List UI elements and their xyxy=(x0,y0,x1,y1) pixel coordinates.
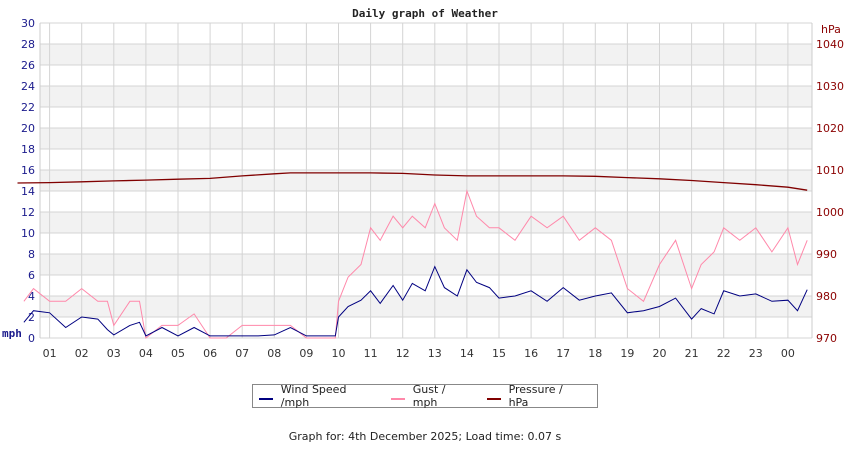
x-tick: 11 xyxy=(364,347,378,360)
y-tick-left: 4 xyxy=(28,290,35,303)
y-tick-right: 1020 xyxy=(816,122,844,135)
y-tick-left: 18 xyxy=(21,143,35,156)
grid-bands xyxy=(40,44,812,317)
gridlines xyxy=(40,22,812,339)
x-tick: 00 xyxy=(781,347,795,360)
y-tick-right: 990 xyxy=(816,248,837,261)
x-tick: 18 xyxy=(588,347,602,360)
legend-item-wind-speed[interactable]: Wind Speed /mph xyxy=(257,383,377,409)
x-tick: 20 xyxy=(653,347,667,360)
weather-chart: Daily graph of Weather 02468101214161820… xyxy=(2,7,844,360)
y-tick-left: 20 xyxy=(21,122,35,135)
x-tick: 03 xyxy=(107,347,121,360)
gust-series-line xyxy=(23,189,808,339)
y-axis-left-label: mph xyxy=(2,327,22,340)
x-tick: 09 xyxy=(299,347,313,360)
x-tick: 14 xyxy=(460,347,474,360)
grid-band xyxy=(40,86,812,107)
graph-footer: Graph for: 4th December 2025; Load time:… xyxy=(288,430,562,443)
y-tick-left: 12 xyxy=(21,206,35,219)
grid-band xyxy=(40,170,812,191)
wind-speed-swatch-icon xyxy=(259,398,273,400)
legend-item-pressure[interactable]: Pressure / hPa xyxy=(485,383,585,409)
grid-band xyxy=(40,296,812,317)
y-tick-left: 8 xyxy=(28,248,35,261)
y-tick-right: 1000 xyxy=(816,206,844,219)
y-axis-right-ticks: 970 980 990 1000 1010 1020 1030 1040 xyxy=(816,38,844,345)
x-tick: 19 xyxy=(620,347,634,360)
y-tick-left: 14 xyxy=(21,185,35,198)
x-axis-ticks: 01 02 03 04 05 06 07 08 09 10 11 12 13 14 15 16 17 18 19 20… xyxy=(43,347,795,360)
y-tick-right: 1040 xyxy=(816,38,844,51)
legend-item-gust[interactable]: Gust / mph xyxy=(389,383,473,409)
x-tick: 04 xyxy=(139,347,153,360)
x-tick: 12 xyxy=(396,347,410,360)
legend-label-gust: Gust / mph xyxy=(412,383,446,409)
y-tick-left: 30 xyxy=(21,17,35,30)
x-tick: 01 xyxy=(43,347,57,360)
y-tick-left: 10 xyxy=(21,227,35,240)
pressure-swatch-icon xyxy=(486,398,501,400)
gust-swatch-icon xyxy=(390,398,405,400)
legend-label-wind-speed: Wind Speed /mph xyxy=(280,383,347,409)
y-tick-left: 22 xyxy=(21,101,35,114)
y-tick-right: 1010 xyxy=(816,164,844,177)
y-tick-right: 970 xyxy=(816,332,837,345)
x-tick: 05 xyxy=(171,347,185,360)
y-tick-left: 28 xyxy=(21,38,35,51)
chart-title: Daily graph of Weather xyxy=(352,7,498,20)
wind-speed-series-line xyxy=(23,265,808,337)
y-tick-left: 6 xyxy=(28,269,35,282)
x-tick: 23 xyxy=(749,347,763,360)
grid-band xyxy=(40,44,812,65)
y-tick-left: 26 xyxy=(21,59,35,72)
grid-band xyxy=(40,212,812,233)
y-tick-left: 16 xyxy=(21,164,35,177)
x-tick: 08 xyxy=(267,347,281,360)
y-tick-right: 980 xyxy=(816,290,837,303)
x-tick: 22 xyxy=(717,347,731,360)
x-tick: 16 xyxy=(524,347,538,360)
grid-band xyxy=(40,128,812,149)
x-tick: 10 xyxy=(332,347,346,360)
x-tick: 15 xyxy=(492,347,506,360)
y-tick-left: 0 xyxy=(28,332,35,345)
x-tick: 02 xyxy=(75,347,89,360)
x-tick: 21 xyxy=(685,347,699,360)
x-tick: 06 xyxy=(203,347,217,360)
y-tick-left: 2 xyxy=(28,311,35,324)
grid-band xyxy=(40,254,812,275)
y-axis-right-label: hPa xyxy=(821,23,841,36)
x-tick: 07 xyxy=(235,347,249,360)
x-tick: 17 xyxy=(556,347,570,360)
x-tick: 13 xyxy=(428,347,442,360)
legend-label-pressure: Pressure / hPa xyxy=(508,383,563,409)
y-tick-right: 1030 xyxy=(816,80,844,93)
chart-legend: Wind Speed /mph Gust / mph Pressure / hP… xyxy=(252,383,598,409)
pressure-series-line xyxy=(17,172,808,191)
y-tick-left: 24 xyxy=(21,80,35,93)
